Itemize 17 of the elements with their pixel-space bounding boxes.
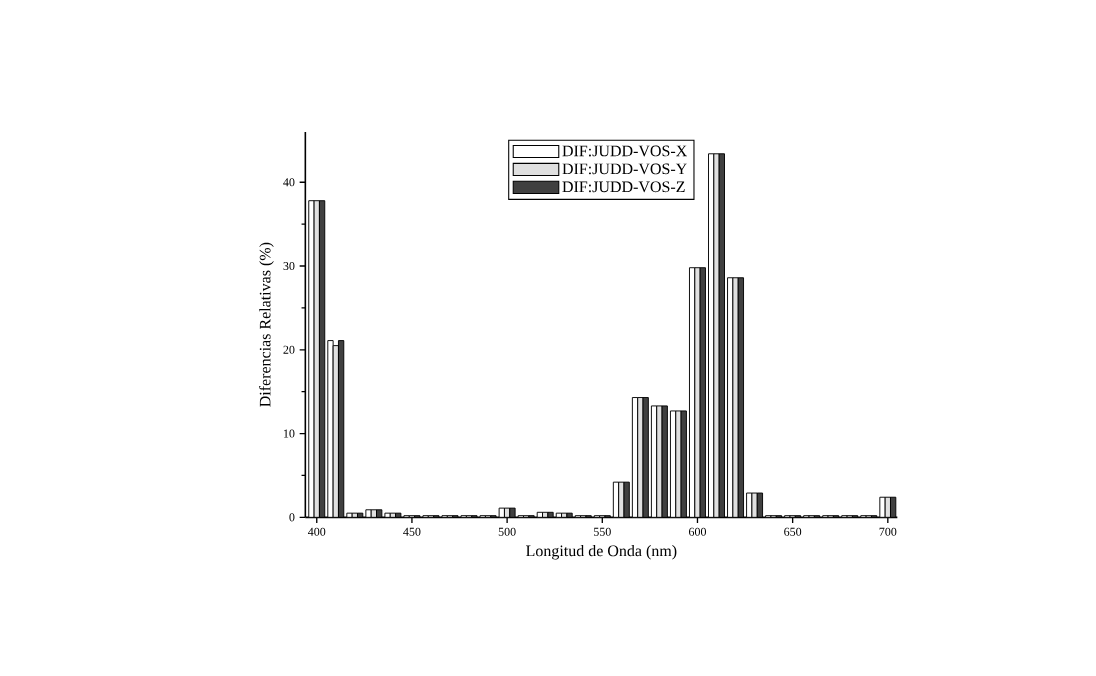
x-tick-label: 500 xyxy=(498,527,516,536)
x-tick-label: 400 xyxy=(307,527,326,536)
y-axis-title: Diferencias Relativas (%) xyxy=(259,242,274,407)
y-tick-label: 20 xyxy=(283,345,295,354)
y-tick-label: 0 xyxy=(289,513,295,522)
legend-label: DIF:JUDD-VOS-Y xyxy=(562,163,687,175)
x-tick-label: 700 xyxy=(879,527,897,536)
x-axis-title: Longitud de Onda (nm) xyxy=(526,544,677,560)
legend-label: DIF:JUDD-VOS-X xyxy=(562,145,687,157)
y-tick-label: 40 xyxy=(283,178,295,187)
y-tick-label: 10 xyxy=(283,429,295,438)
x-tick-label: 600 xyxy=(688,527,707,536)
y-tick-label: 30 xyxy=(283,261,295,271)
x-tick-label: 650 xyxy=(784,527,802,536)
x-tick-label: 550 xyxy=(593,527,611,536)
x-tick-label: 450 xyxy=(403,527,421,536)
legend-label: DIF:JUDD-VOS-Z xyxy=(562,181,685,193)
